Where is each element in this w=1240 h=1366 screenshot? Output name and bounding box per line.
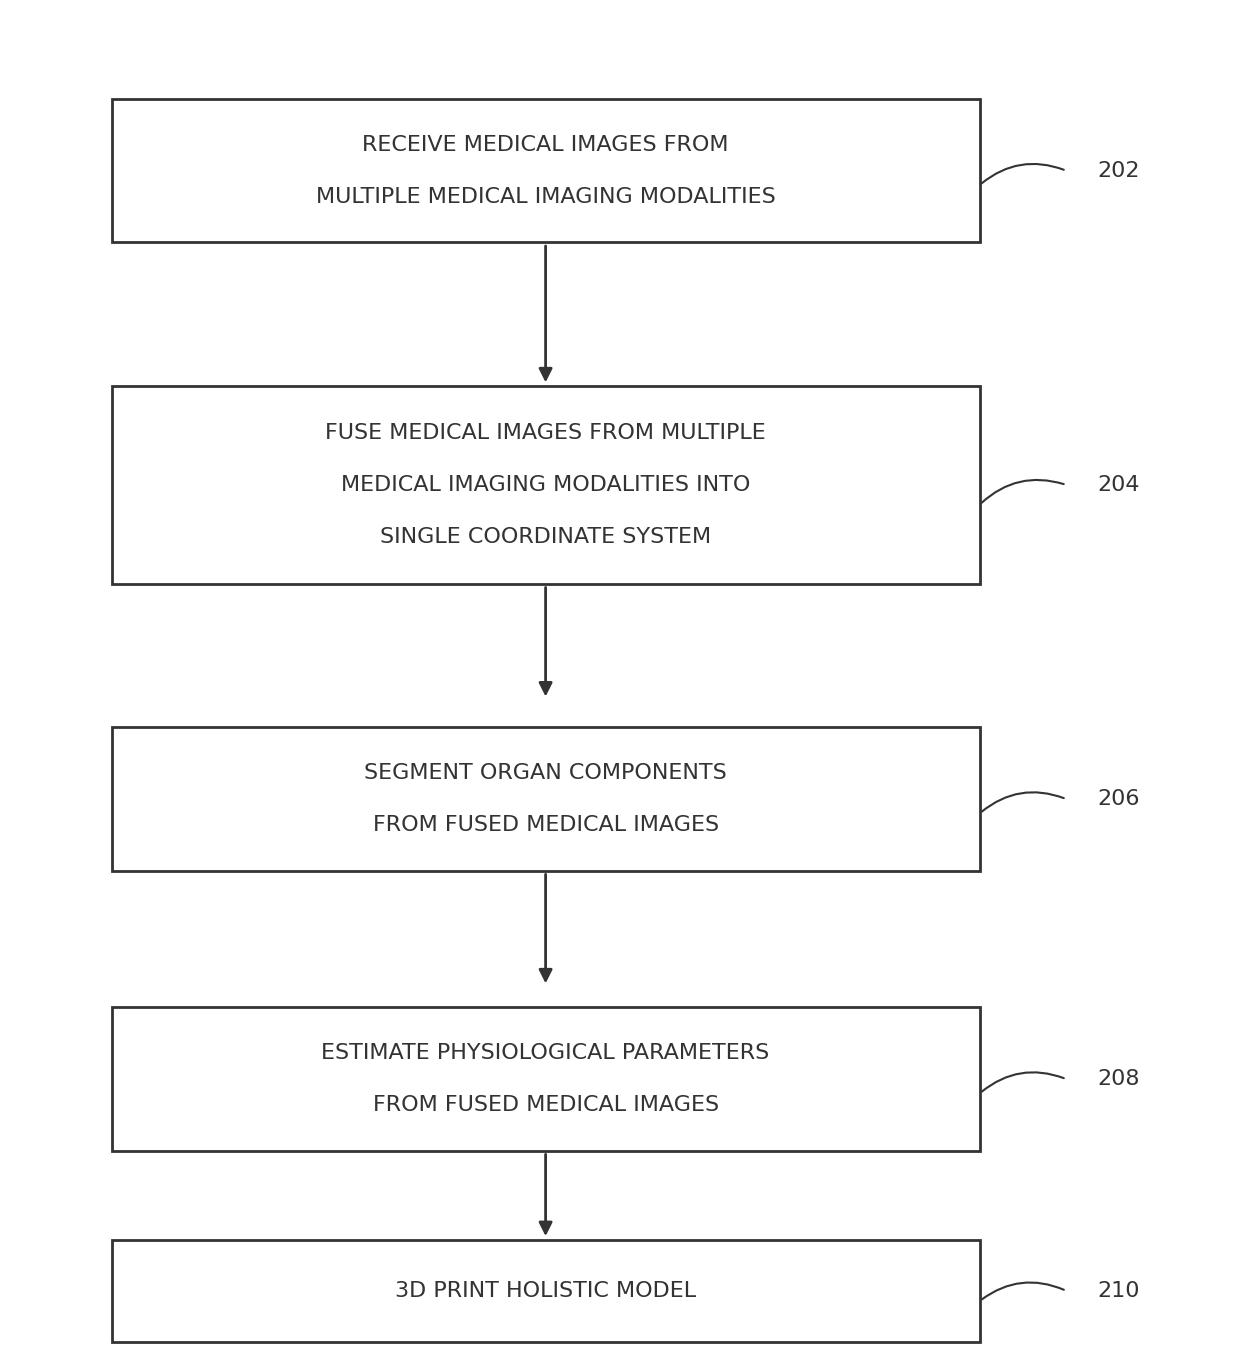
Text: 208: 208 <box>1097 1070 1140 1089</box>
Text: RECEIVE MEDICAL IMAGES FROM: RECEIVE MEDICAL IMAGES FROM <box>362 135 729 154</box>
Text: 204: 204 <box>1097 475 1140 494</box>
Text: ESTIMATE PHYSIOLOGICAL PARAMETERS: ESTIMATE PHYSIOLOGICAL PARAMETERS <box>321 1044 770 1063</box>
Bar <box>112 385 980 585</box>
Text: SINGLE COORDINATE SYSTEM: SINGLE COORDINATE SYSTEM <box>379 527 712 546</box>
Text: 210: 210 <box>1097 1281 1140 1300</box>
Bar <box>112 1240 980 1341</box>
Text: FROM FUSED MEDICAL IMAGES: FROM FUSED MEDICAL IMAGES <box>372 816 719 835</box>
Text: MEDICAL IMAGING MODALITIES INTO: MEDICAL IMAGING MODALITIES INTO <box>341 475 750 494</box>
Text: SEGMENT ORGAN COMPONENTS: SEGMENT ORGAN COMPONENTS <box>365 764 727 783</box>
Bar <box>112 727 980 872</box>
Text: 202: 202 <box>1097 161 1140 180</box>
Text: 3D PRINT HOLISTIC MODEL: 3D PRINT HOLISTIC MODEL <box>396 1281 696 1300</box>
Text: FUSE MEDICAL IMAGES FROM MULTIPLE: FUSE MEDICAL IMAGES FROM MULTIPLE <box>325 423 766 443</box>
Bar <box>112 98 980 242</box>
Bar <box>112 1007 980 1150</box>
Text: 206: 206 <box>1097 790 1140 809</box>
Text: FROM FUSED MEDICAL IMAGES: FROM FUSED MEDICAL IMAGES <box>372 1096 719 1115</box>
Text: MULTIPLE MEDICAL IMAGING MODALITIES: MULTIPLE MEDICAL IMAGING MODALITIES <box>316 187 775 206</box>
